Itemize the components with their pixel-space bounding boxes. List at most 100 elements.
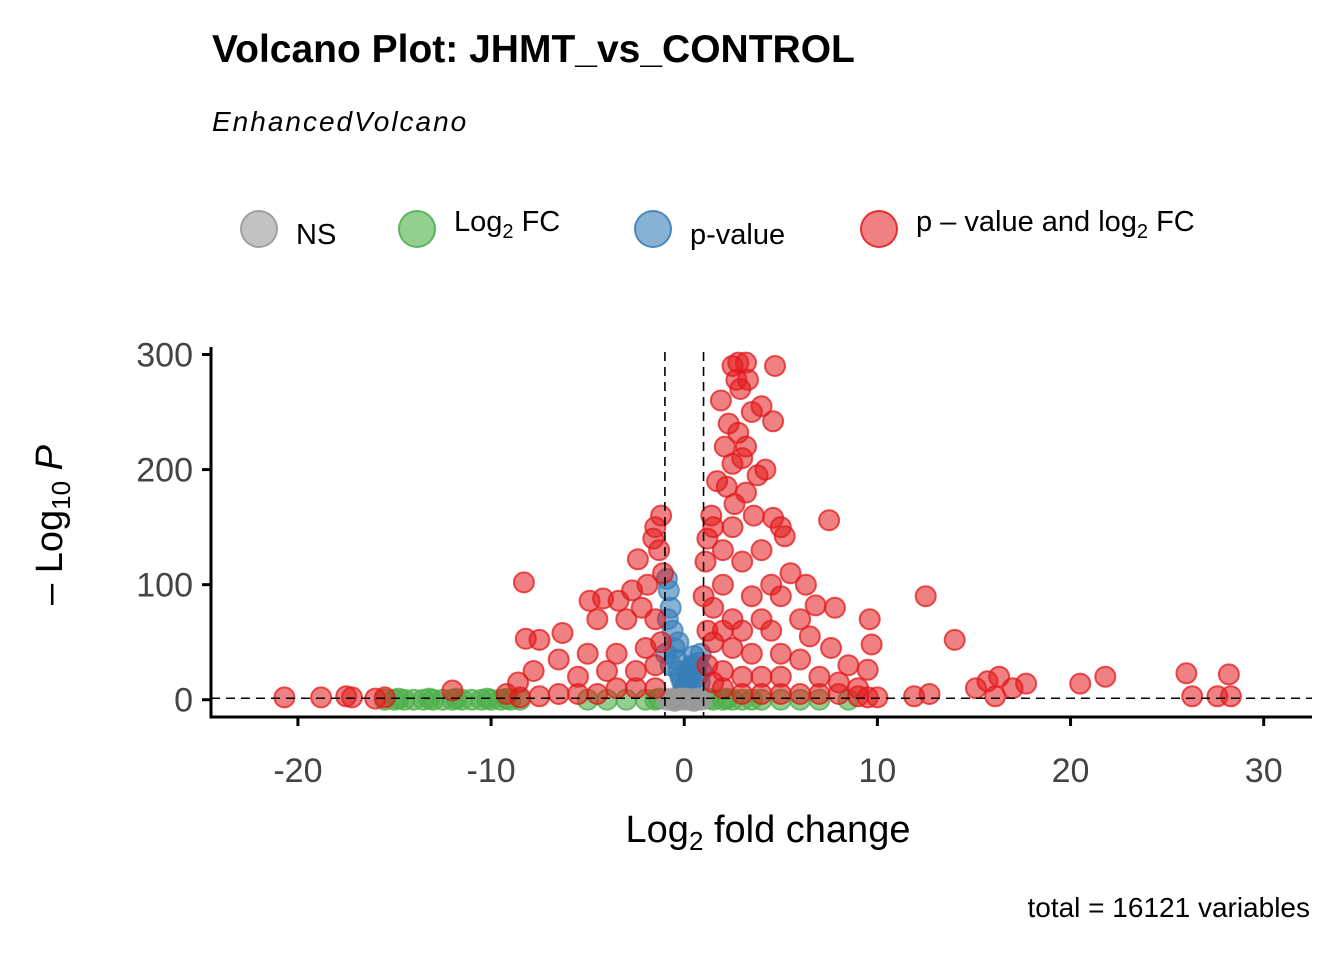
point-p-value-and-log2-fc-3 xyxy=(764,355,786,377)
point-p-value-and-log2-fc-34 xyxy=(694,550,717,573)
point-p-value-and-log2-fc-58 xyxy=(769,642,792,665)
x-tick-label-3: 10 xyxy=(858,752,896,790)
point-p-value-and-log2-fc-141 xyxy=(1175,662,1198,685)
point-p-value-and-log2-fc-16 xyxy=(721,452,744,475)
point-p-value-and-log2-fc-130 xyxy=(918,683,941,705)
point-p-value-and-log2-fc-71 xyxy=(731,683,754,705)
legend-label-pvalue: p-value xyxy=(690,218,786,251)
point-p-value-and-log2-fc-144 xyxy=(1217,663,1240,686)
point-p-value-and-log2-fc-26 xyxy=(721,516,744,539)
point-p-value-and-log2-fc-37 xyxy=(794,573,817,596)
point-p-value-and-log2-fc-19 xyxy=(746,464,769,487)
point-p-value-and-log2-fc-56 xyxy=(721,637,744,659)
point-p-value-and-log2-fc-126 xyxy=(866,686,889,709)
x-tick-label-4: 20 xyxy=(1052,752,1090,790)
point-p-value-and-log2-fc-59 xyxy=(789,648,812,671)
legend-item-log2fc: Log2 FC xyxy=(398,204,560,254)
point-p-value-and-log2-fc-28 xyxy=(818,509,841,532)
point-p-value-and-log2-fc-31 xyxy=(696,527,719,550)
point-p-value-and-log2-fc-29 xyxy=(773,525,796,548)
point-p-value-and-log2-fc-30 xyxy=(762,506,785,529)
legend-swatch-pvalue-and-log2fc xyxy=(860,210,898,248)
point-p-value-and-log2-fc-118 xyxy=(514,627,537,650)
point-p-value-and-log2-fc-112 xyxy=(567,683,589,705)
point-p-value-and-log2-fc-44 xyxy=(823,596,846,619)
point-p-value-and-log2-fc-122 xyxy=(335,685,358,708)
legend: NS Log2 FC p-value p – value and log2 FC xyxy=(240,204,1320,254)
point-p-value-and-log2-fc-79 xyxy=(702,671,725,694)
y-tick-label-3: 300 xyxy=(136,337,193,375)
point-p-value-and-log2-fc-131 xyxy=(914,585,937,608)
point-p-value-and-log2-fc-42 xyxy=(769,585,792,608)
point-p-value-and-log2-fc-138 xyxy=(1015,672,1038,695)
point-p-value-and-log2-fc-7 xyxy=(709,389,732,412)
point-p-value-and-log2-fc-128 xyxy=(858,608,881,631)
x-tick-label-0: -20 xyxy=(273,752,322,790)
point-p-value-and-log2-fc-124 xyxy=(273,686,296,709)
point-p-value-and-log2-fc-32 xyxy=(711,539,734,562)
legend-swatch-log2fc xyxy=(398,210,436,248)
point-p-value-and-log2-fc-52 xyxy=(760,619,783,642)
point-p-value-and-log2-fc-54 xyxy=(820,637,842,659)
point-p-value-and-log2-fc-119 xyxy=(441,679,464,702)
point-p-value-and-log2-fc-142 xyxy=(1181,685,1204,708)
point-p-value-and-log2-fc-51 xyxy=(731,619,754,642)
point-p-value-and-log2-fc-108 xyxy=(644,677,667,700)
point-p-value-and-log2-fc-41 xyxy=(740,585,763,608)
legend-label-pvalue-and-log2fc: p – value and log2 FC xyxy=(916,206,1195,243)
point-p-value-and-log2-fc-106 xyxy=(522,660,545,682)
point-p-value-and-log2-fc-6 xyxy=(729,378,752,400)
chart-caption: total = 16121 variables xyxy=(1027,892,1310,923)
point-p-value-and-log2-fc-72 xyxy=(750,683,773,705)
x-tick-label-1: -10 xyxy=(467,752,516,790)
point-p-value-and-log2-fc-53 xyxy=(798,625,821,648)
point-p-value-and-log2-fc-94 xyxy=(586,608,609,631)
data-points xyxy=(273,351,1242,712)
point-p-value-and-log2-fc-92 xyxy=(644,608,667,631)
cutoff-lines xyxy=(211,352,1312,717)
point-p-value-and-log2-fc-10 xyxy=(762,410,785,433)
point-p-value-and-log2-fc-109 xyxy=(624,677,647,700)
legend-swatch-ns xyxy=(240,210,278,248)
point-p-value-and-log2-fc-110 xyxy=(605,677,628,700)
point-p-value-and-log2-fc-132 xyxy=(943,628,966,651)
point-p-value-and-log2-fc-38 xyxy=(711,573,734,596)
point-p-value-and-log2-fc-102 xyxy=(644,654,667,677)
legend-swatch-pvalue xyxy=(634,210,672,248)
point-p-value-and-log2-fc-101 xyxy=(547,648,570,671)
point-p-value-and-log2-fc-99 xyxy=(605,642,628,665)
point-p-value-and-log2-fc-98 xyxy=(634,637,657,659)
y-tick-label-0: 0 xyxy=(174,682,193,720)
legend-label-ns: NS xyxy=(296,218,337,251)
point-p-value-and-log2-fc-48 xyxy=(789,608,812,631)
chart-subtitle: EnhancedVolcano xyxy=(212,106,469,137)
point-p-value-and-log2-fc-75 xyxy=(808,683,831,705)
legend-item-pvalue: p-value xyxy=(634,204,785,254)
point-p-value-and-log2-fc-116 xyxy=(495,683,518,705)
point-p-value-and-log2-fc-123 xyxy=(310,686,333,709)
point-p-value-and-log2-fc-140 xyxy=(1094,665,1117,688)
point-p-value-and-log2-fc-55 xyxy=(702,631,725,654)
point-p-value-and-log2-fc-100 xyxy=(576,642,599,665)
point-p-value-and-log2-fc-104 xyxy=(596,660,618,682)
point-p-value-and-log2-fc-95 xyxy=(551,622,574,644)
point-p-value-and-log2-fc-114 xyxy=(528,685,551,708)
point-p-value-and-log2-fc-85 xyxy=(652,562,674,585)
point-p-value-and-log2-fc-83 xyxy=(648,539,671,562)
point-p-value-and-log2-fc-139 xyxy=(1069,672,1092,695)
legend-item-ns: NS xyxy=(240,204,336,254)
point-p-value-and-log2-fc-117 xyxy=(512,571,535,594)
point-p-value-and-log2-fc-93 xyxy=(615,608,638,631)
point-p-value-and-log2-fc-33 xyxy=(750,539,773,562)
x-tick-label-2: 0 xyxy=(675,752,694,790)
point-p-value-and-log2-fc-45 xyxy=(702,596,725,619)
point-p-value-and-log2-fc-35 xyxy=(731,550,754,573)
point-p-value-and-log2-fc-9 xyxy=(740,401,763,423)
point-p-value-and-log2-fc-145 xyxy=(1219,685,1242,708)
point-p-value-and-log2-fc-57 xyxy=(740,642,763,665)
x-axis-label: Log2 fold change xyxy=(626,809,911,856)
point-p-value-and-log2-fc-84 xyxy=(626,548,649,571)
chart-title: Volcano Plot: JHMT_vs_CONTROL xyxy=(212,28,855,71)
